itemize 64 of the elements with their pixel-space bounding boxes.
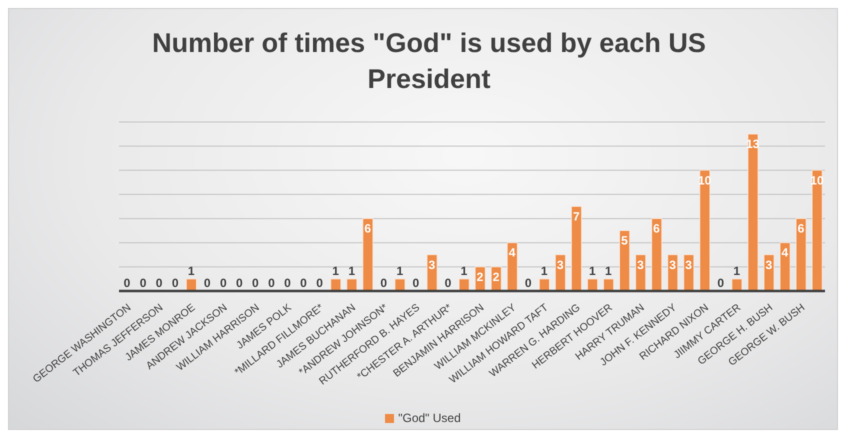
data-label: 1 [348,264,356,278]
data-label: 0 [220,276,227,290]
bar [458,278,470,291]
bar [764,254,774,291]
bar [555,254,566,291]
data-label: 0 [300,276,308,290]
data-label: 0 [284,276,292,290]
data-label: 1 [588,264,596,278]
data-label: 1 [733,264,740,278]
data-label: 7 [572,210,580,224]
data-label: 4 [508,246,516,260]
data-label: 6 [653,222,660,236]
data-label: 0 [236,276,243,290]
data-label: 6 [364,222,372,236]
data-label: 0 [172,276,179,290]
chart-title: Number of times "God" is used by each US President [151,27,707,96]
data-label: 1 [460,264,468,278]
data-label: 0 [717,276,724,290]
data-label: 0 [444,276,452,290]
text: "God" Used [398,411,461,425]
data-label: 0 [124,276,131,290]
bar [426,254,438,291]
data-label: 3 [637,258,644,272]
data-label: 0 [140,276,147,290]
bar [732,278,742,291]
bar [619,230,630,291]
data-label: 3 [685,258,692,272]
data-label: 3 [765,258,772,272]
bar [780,242,790,291]
bar [699,170,710,291]
bar [394,278,406,291]
data-label: 1 [540,264,548,278]
data-label: 0 [252,276,260,290]
data-label: 6 [798,222,805,236]
data-label: 3 [556,258,564,272]
bar [796,218,807,291]
data-label: 0 [524,276,532,290]
bar [571,206,582,291]
data-label: 1 [332,264,340,278]
data-label: 5 [621,234,628,248]
data-label: 0 [268,276,276,290]
data-label: 2 [476,270,484,284]
bar [346,278,358,291]
data-label: 3 [669,258,676,272]
bar [186,278,197,291]
bar [362,218,374,291]
data-label: 0 [156,276,163,290]
bar [587,278,598,291]
data-label: 1 [188,264,195,278]
bar [330,278,342,291]
bar [651,218,662,291]
bar [748,134,758,291]
data-label: 2 [492,270,500,284]
bar [538,278,550,291]
bar [603,278,614,291]
data-label: 1 [396,264,404,278]
data-label: 0 [412,276,420,290]
data-label: 4 [782,246,789,260]
bar [812,170,823,291]
data-label: 0 [316,276,324,290]
data-label: 0 [204,276,211,290]
data-label: 3 [428,258,436,272]
data-label: 0 [380,276,388,290]
data-label: 1 [605,264,612,278]
